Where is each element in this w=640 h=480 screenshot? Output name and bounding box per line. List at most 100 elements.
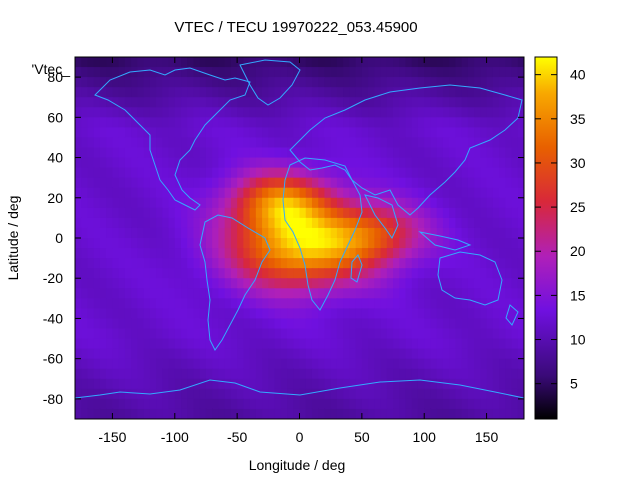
heat-cell [181,77,188,88]
heat-cell [492,57,500,68]
heat-cell [93,117,101,128]
heat-cell [480,358,488,370]
y-tick-label: -20 [43,270,63,286]
heat-cell [511,157,519,169]
heat-cell [230,298,238,309]
heat-cell [330,167,338,179]
heat-cell [330,227,338,239]
heat-cell [243,177,251,189]
colorbar-tick-label: 25 [570,199,586,215]
heat-cell [193,117,201,128]
heat-cell [480,127,488,139]
heat-cell [499,207,506,219]
heat-cell [87,288,95,299]
heat-cell [205,368,213,380]
heat-cell [424,87,432,98]
heat-cell [399,388,407,400]
heat-cell [355,248,363,259]
heat-cell [137,268,145,279]
heat-cell [430,67,438,78]
heat-cell [336,167,344,179]
heat-cell [168,368,176,380]
heat-cell [517,157,524,169]
heat-cell [87,127,95,139]
heat-cell [174,378,182,390]
heat-cell [237,278,244,289]
heat-cell [511,258,519,269]
heat-cell [467,77,475,88]
heat-cell [386,197,394,209]
heat-cell [174,338,182,350]
heat-cell [149,97,157,108]
heat-cell [442,57,450,68]
heat-cell [237,77,244,88]
heat-cell [299,258,307,269]
heat-cell [442,288,450,299]
heat-cell [436,318,444,330]
heat-cell [255,217,263,229]
heat-cell [355,217,363,229]
heat-cell [299,227,307,239]
heat-cell [361,248,369,259]
heat-cell [293,87,301,98]
heat-cell [280,57,288,68]
heat-cell [93,238,101,249]
heat-cell [249,117,257,128]
heat-cell [299,268,307,279]
heat-cell [311,238,319,249]
heat-cell [430,57,438,68]
heat-cell [137,217,145,229]
heat-cell [87,278,95,289]
heat-cell [336,117,344,128]
heat-cell [243,147,251,159]
heat-cell [124,378,132,390]
heat-cell [442,227,450,239]
heat-cell [81,288,89,299]
heat-cell [174,358,182,370]
heat-cell [181,358,188,370]
heat-cell [174,227,182,239]
heat-cell [436,288,444,299]
heat-cell [436,298,444,309]
heat-cell [262,127,269,139]
heat-cell [474,378,481,390]
heat-cell [311,87,319,98]
heat-cell [455,127,463,139]
heat-cell [81,97,89,108]
heat-cell [336,127,344,139]
heat-cell [181,338,188,350]
heat-cell [517,368,524,380]
heat-cell [274,67,282,78]
heat-cell [486,137,494,149]
heat-cell [293,197,301,209]
heat-cell [399,97,407,108]
heat-cell [274,268,282,279]
heat-cell [399,207,407,219]
heat-cell [505,288,513,299]
heat-cell [81,398,89,410]
heat-cell [143,408,151,419]
heat-cell [187,248,195,259]
heat-cell [305,408,313,419]
heat-cell [249,187,257,199]
heat-cell [243,107,251,118]
heat-cell [393,258,400,269]
heat-cell [93,318,101,330]
heat-cell [505,107,513,118]
heat-cell [156,177,163,189]
heat-cell [212,268,220,279]
heat-cell [143,288,151,299]
heat-cell [442,298,450,309]
heat-cell [112,308,120,320]
heat-cell [81,268,89,279]
heat-cell [237,388,244,400]
heat-cell [355,298,363,309]
heat-cell [405,408,413,419]
heat-cell [212,298,220,309]
heat-cell [374,308,382,320]
heat-cell [474,127,481,139]
heat-cell [368,97,375,108]
heat-cell [311,278,319,289]
heat-cell [511,398,519,410]
heat-cell [405,127,413,139]
